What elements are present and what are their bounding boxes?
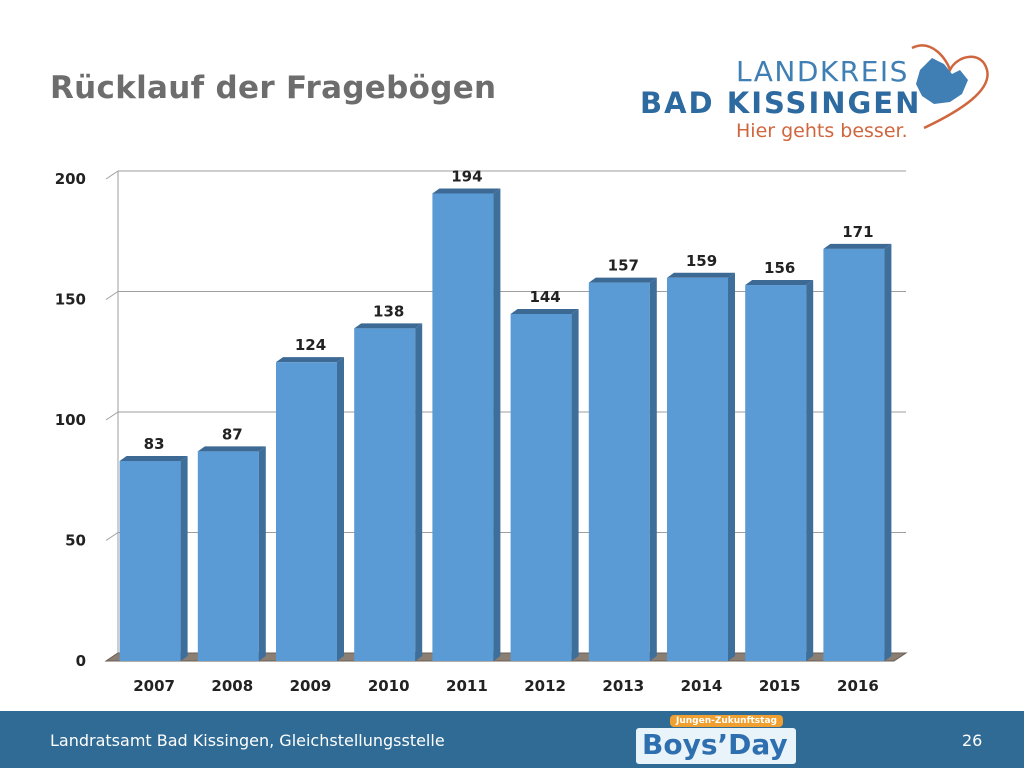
logo-line-landkreis: LANDKREIS xyxy=(736,55,909,88)
y-tick-label: 200 xyxy=(55,170,86,188)
bar-top xyxy=(588,277,657,283)
bar xyxy=(745,285,807,661)
bar xyxy=(823,248,885,661)
data-label: 144 xyxy=(529,288,560,306)
x-tick-label: 2015 xyxy=(759,677,801,695)
x-tick-label: 2010 xyxy=(368,677,410,695)
boys-day-banner: Boys’Day xyxy=(636,728,796,764)
chart-bars xyxy=(119,188,892,661)
bar-side xyxy=(493,188,501,661)
x-tick-label: 2013 xyxy=(602,677,644,695)
bar-side xyxy=(258,446,266,661)
heart-map-icon xyxy=(911,44,989,130)
x-tick-label: 2008 xyxy=(211,677,253,695)
y-tick-label: 100 xyxy=(55,411,86,429)
bar xyxy=(432,193,494,661)
data-label: 157 xyxy=(608,257,639,275)
bar-side xyxy=(649,277,657,661)
data-label: 87 xyxy=(222,425,243,443)
grid-diagonal xyxy=(105,532,119,541)
x-tick-label: 2009 xyxy=(290,677,332,695)
grid-diagonal xyxy=(105,170,119,180)
bar-top xyxy=(432,188,501,194)
bar-top xyxy=(745,280,814,286)
boys-day-logo: Jungen-Zukunftstag Boys’Day xyxy=(636,711,802,768)
data-label: 156 xyxy=(764,259,795,277)
data-label: 171 xyxy=(842,223,873,241)
logo-line-bad-kissingen: BAD KISSINGEN xyxy=(640,86,922,120)
bar-side xyxy=(728,272,735,661)
bar-top xyxy=(197,446,266,452)
bar xyxy=(354,328,416,661)
grid-diagonal xyxy=(105,291,119,300)
boys-day-subtitle: Jungen-Zukunftstag xyxy=(670,715,783,727)
page-number: 26 xyxy=(962,731,983,750)
x-tick-label: 2016 xyxy=(837,677,879,695)
data-label: 138 xyxy=(373,302,404,320)
bar xyxy=(510,313,572,661)
bar-side xyxy=(415,323,423,661)
bar xyxy=(588,282,650,661)
bar-top xyxy=(823,243,892,249)
bar-chart: 0 50 100 150 200 83 2007 87 2008 124 2009 138 2010 19… xyxy=(55,167,908,695)
y-tick-label: 0 xyxy=(76,652,86,670)
bar-top xyxy=(119,455,188,461)
data-label: 159 xyxy=(686,252,717,270)
y-tick-label: 50 xyxy=(65,532,86,550)
footer-text: Landratsamt Bad Kissingen, Gleichstellun… xyxy=(50,731,445,750)
chart-labels: 0 50 100 150 200 83 2007 87 2008 124 2009 138 2010 19… xyxy=(55,167,879,695)
grid-diagonal xyxy=(105,411,119,421)
data-label: 83 xyxy=(144,435,165,453)
bar-side xyxy=(571,308,579,661)
slide-title: Rücklauf der Fragebögen xyxy=(50,70,497,106)
bar-top xyxy=(510,308,579,314)
x-tick-label: 2011 xyxy=(446,677,488,695)
boys-day-name: Boys’Day xyxy=(642,728,788,761)
data-label: 124 xyxy=(295,336,326,354)
data-label: 194 xyxy=(451,167,482,185)
bar-top xyxy=(354,323,423,329)
x-tick-label: 2012 xyxy=(524,677,566,695)
bar-top xyxy=(276,357,344,363)
bar-side xyxy=(337,357,344,661)
footer-bar: Landratsamt Bad Kissingen, Gleichstellun… xyxy=(0,711,1024,768)
bar-side xyxy=(806,280,814,661)
landkreis-logo: LANDKREIS BAD KISSINGEN Hier gehts besse… xyxy=(636,40,996,150)
bar xyxy=(667,277,728,661)
bar-side xyxy=(884,243,892,661)
bar-top xyxy=(667,272,735,278)
logo-slogan: Hier gehts besser. xyxy=(736,120,908,142)
bar xyxy=(197,451,259,661)
x-tick-label: 2014 xyxy=(681,677,723,695)
x-tick-label: 2007 xyxy=(133,677,175,695)
bar xyxy=(276,362,337,661)
bar xyxy=(119,460,181,661)
y-tick-label: 150 xyxy=(55,291,86,309)
bar-side xyxy=(180,455,188,661)
